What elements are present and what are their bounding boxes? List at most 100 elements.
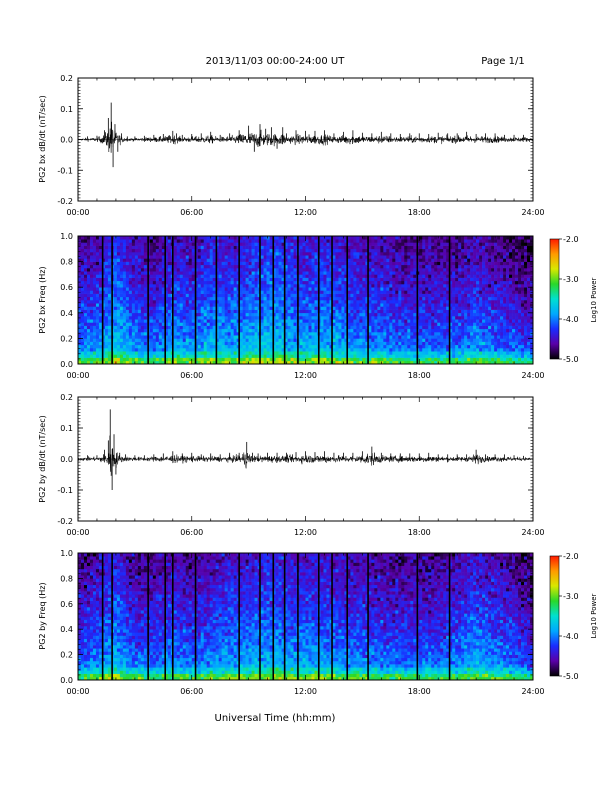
bx-freq-cell [380, 309, 384, 314]
bx-freq-cell [419, 284, 423, 288]
bx-freq-cell [95, 271, 100, 275]
bx-freq-cell [425, 290, 429, 294]
bx-freq-cell [275, 303, 279, 307]
bx-freq-cell [341, 344, 345, 349]
bx-freq-cell [431, 284, 435, 288]
bx-freq-cell [230, 239, 234, 243]
bx-freq-cell [245, 280, 249, 285]
bx-freq-cell [266, 274, 270, 278]
bx-freq-cell [89, 332, 94, 336]
bx-freq-cell [434, 360, 438, 365]
bx-freq-cell [152, 344, 157, 349]
bx-freq-cell [335, 328, 339, 333]
bx-freq-cell [413, 332, 417, 336]
bx-freq-cell [224, 325, 228, 330]
bx-freq-cell [311, 293, 315, 298]
bx-freq-cell [401, 277, 405, 282]
bx-freq-cell [428, 328, 432, 333]
bx-freq-cell [242, 245, 246, 250]
bx-freq-cell [419, 316, 423, 320]
bx-freq-cell [152, 261, 157, 266]
bx-freq-cell [392, 338, 396, 342]
bx-freq-cell [122, 296, 127, 301]
bx-freq-cell [422, 296, 426, 301]
bx-freq-cell [323, 319, 327, 323]
bx-freq-cell [182, 284, 187, 288]
bx-freq-cell [377, 309, 381, 314]
bx-freq-cell [206, 341, 211, 346]
bx-freq-cell [383, 287, 387, 291]
bx-freq-cell [152, 264, 157, 269]
bx-freq-cell [164, 341, 169, 346]
bx-freq-cell [392, 261, 396, 266]
bx-freq-cell [224, 300, 228, 304]
bx-freq-cell [365, 255, 369, 259]
bx-freq-cell [167, 264, 172, 269]
bx-freq-cell [404, 255, 408, 259]
bx-freq-cell [359, 309, 363, 314]
bx-freq-cell [83, 348, 88, 352]
bx-freq-cell [329, 348, 333, 352]
bx-freq-cell [161, 306, 166, 310]
bx-freq-cell [314, 357, 318, 362]
bx-freq-cell [230, 335, 234, 339]
bx-freq-cell [152, 258, 157, 262]
bx-freq-cell [149, 341, 154, 346]
bx-freq-cell [161, 236, 166, 240]
bx-freq-cell [203, 271, 208, 275]
bx-freq-cell [176, 309, 181, 314]
bx-freq-cell [287, 271, 291, 275]
bx-freq-cell [386, 341, 390, 346]
bx-freq-cell [176, 296, 181, 301]
bx-freq-cell [311, 351, 315, 355]
bx-freq-cell [107, 236, 112, 240]
bx-freq-cell [425, 360, 429, 365]
bx-freq-cell [86, 309, 91, 314]
bx-freq-cell [383, 280, 387, 285]
bx-freq-cell [227, 300, 231, 304]
bx-freq-cell [284, 344, 288, 349]
bx-freq-cell [242, 248, 246, 253]
bx-freq-cell [236, 239, 240, 243]
bx-freq-cell [95, 348, 100, 352]
bx-freq-cell [122, 284, 127, 288]
bx-freq-cell [278, 341, 282, 346]
bx-freq-cell [233, 252, 237, 256]
bx-freq-cell [428, 332, 432, 336]
bx-freq-cell [140, 354, 145, 358]
bx-freq-cell [326, 341, 330, 346]
bx-freq-cell [314, 280, 318, 285]
bx-freq-cell [338, 354, 342, 358]
bx-dbdt-xtick-label: 18:00 [408, 208, 431, 217]
bx-freq-cell [251, 290, 255, 294]
bx-freq-cell [128, 264, 133, 269]
bx-freq-cell [182, 335, 187, 339]
bx-freq-cell [194, 309, 199, 314]
bx-freq-cell [302, 344, 306, 349]
bx-freq-cell [395, 328, 399, 333]
bx-freq-cell [155, 290, 160, 294]
bx-freq-cell [377, 303, 381, 307]
bx-freq-cell [314, 312, 318, 317]
bx-freq-cell [326, 316, 330, 320]
bx-freq-cell [242, 264, 246, 269]
bx-freq-cell [320, 245, 324, 250]
bx-freq-cell [389, 344, 393, 349]
bx-freq-cell [314, 300, 318, 304]
bx-freq-cell [383, 245, 387, 250]
bx-freq-cell [78, 277, 82, 282]
bx-freq-cell [197, 322, 202, 326]
bx-freq-cell [410, 293, 414, 298]
bx-freq-cell [248, 261, 252, 266]
bx-freq-cell [107, 309, 112, 314]
bx-freq-cell [398, 300, 402, 304]
bx-freq-cell [182, 322, 187, 326]
bx-freq-cell [362, 332, 366, 336]
bx-freq-cell [167, 309, 172, 314]
bx-freq-cell [281, 312, 285, 317]
bx-freq-cell [383, 284, 387, 288]
bx-freq-cell [431, 242, 435, 246]
bx-freq-cell [191, 287, 196, 291]
bx-freq-cell [287, 357, 291, 362]
bx-freq-cell [284, 338, 288, 342]
